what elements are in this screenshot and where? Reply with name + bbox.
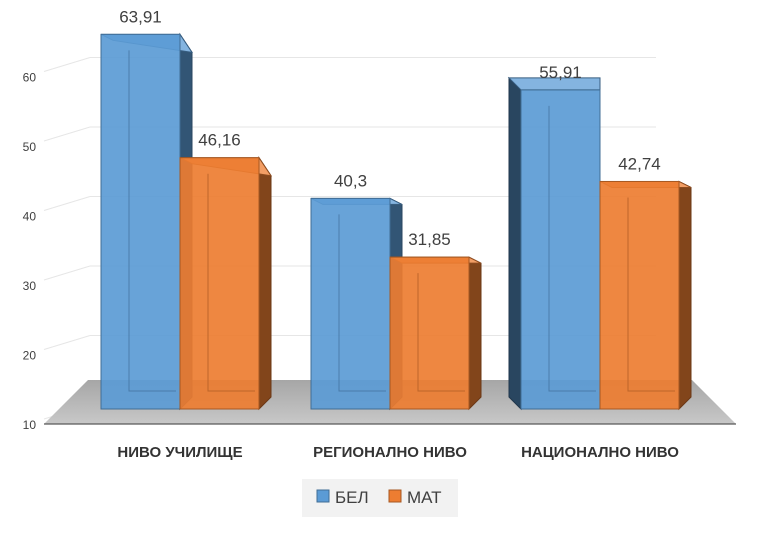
bar-front	[100, 33, 181, 410]
gridline-left	[43, 57, 91, 72]
data-label: 46,16	[198, 131, 241, 150]
y-tick-label: 50	[23, 140, 37, 154]
bar-side	[258, 156, 272, 411]
bar-front	[599, 180, 680, 410]
bar-inner-edge	[207, 173, 255, 392]
legend-swatch	[388, 489, 402, 503]
y-tick-label: 10	[23, 418, 37, 432]
x-tick-label: НАЦИОНАЛНО НИВО	[521, 444, 679, 461]
bar-inner-edge	[128, 50, 176, 392]
bar-МАТ-1	[389, 256, 482, 411]
bar-inner-edge	[548, 105, 596, 392]
x-axis: НИВО УЧИЛИЩЕ РЕГИОНАЛНО НИВО НАЦИОНАЛНО НИ…	[117, 444, 679, 461]
data-label: 63,91	[119, 7, 162, 26]
x-tick-label: РЕГИОНАЛНО НИВО	[313, 444, 467, 461]
legend-label: БЕЛ	[335, 488, 369, 507]
bars	[100, 32, 692, 411]
bar-БЕЛ-0	[100, 32, 194, 411]
data-labels: 63,91 46,16 40,3 31,85 55,91 42,74	[119, 7, 661, 249]
bar-МАТ-2	[599, 180, 692, 411]
bar-МАТ-0	[179, 156, 273, 411]
bar-front	[520, 89, 601, 410]
data-label: 31,85	[408, 230, 451, 249]
y-tick-label: 40	[23, 210, 37, 224]
bar-inner-edge	[338, 214, 386, 392]
gridline-left	[43, 126, 91, 142]
y-axis: 10 20 30 40 50 60	[23, 71, 37, 433]
bar-БЕЛ-1	[310, 197, 403, 411]
data-label: 40,3	[334, 171, 367, 190]
legend-label: МАТ	[407, 488, 442, 507]
bar-side	[508, 76, 522, 411]
bar-side	[468, 256, 482, 411]
bar-inner-edge	[417, 273, 465, 392]
bar-front	[389, 256, 470, 410]
bar-front	[179, 157, 260, 410]
legend: БЕЛ МАТ	[302, 479, 458, 517]
legend-swatch	[316, 489, 330, 503]
bar-side	[678, 180, 692, 411]
y-tick-label: 30	[23, 279, 37, 293]
bar-БЕЛ-2	[507, 76, 601, 411]
y-tick-label: 20	[23, 349, 37, 363]
data-label: 42,74	[618, 154, 661, 173]
y-tick-label: 60	[23, 71, 37, 85]
gridline-left	[43, 335, 91, 350]
data-label: 55,91	[539, 63, 582, 82]
bar-inner-edge	[627, 197, 675, 392]
x-tick-label: НИВО УЧИЛИЩЕ	[117, 444, 242, 461]
legend-box: БЕЛ МАТ	[302, 479, 458, 517]
bar-front	[310, 197, 391, 410]
gridline-left	[43, 196, 91, 211]
gridline-left	[43, 265, 91, 281]
